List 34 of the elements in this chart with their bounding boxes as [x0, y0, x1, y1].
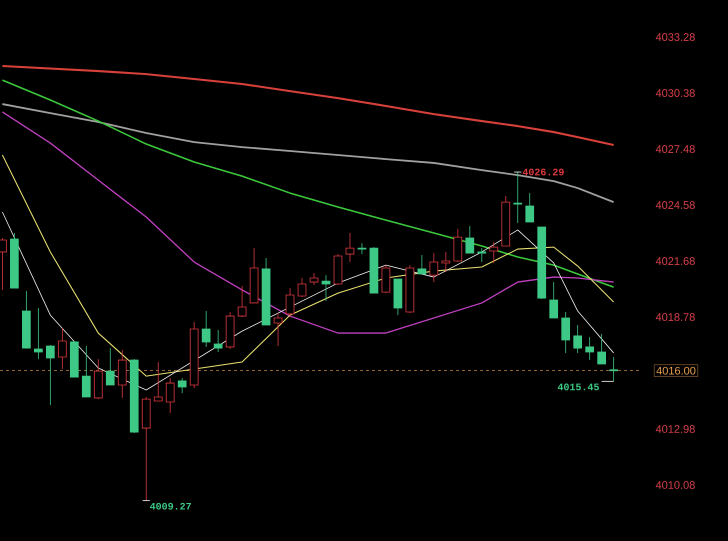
candlestick: [358, 242, 366, 254]
candlestick: [513, 172, 522, 224]
candlestick: [202, 310, 210, 348]
candlestick: [430, 252, 438, 282]
annotation: 4009.27: [150, 502, 191, 510]
y-tick-label: 4012.98: [656, 425, 695, 433]
y-tick-label: 4010.08: [656, 481, 695, 489]
candlestick: [118, 350, 127, 398]
candlestick: [382, 264, 390, 294]
candlestick: [298, 278, 306, 298]
candlestick: [441, 252, 450, 272]
line-series: [2, 79, 614, 288]
candlestick: [58, 328, 67, 370]
candlestick: [310, 272, 318, 286]
annotation: 4015.45: [558, 384, 599, 390]
candlestick: [346, 232, 354, 262]
candlestick: [274, 312, 282, 346]
y-tick-label: 4030.38: [656, 89, 695, 97]
line-series: [2, 154, 614, 377]
y-tick-label: 4033.28: [656, 33, 695, 41]
candlestick: [226, 312, 234, 350]
y-tick-label: 4018.78: [656, 313, 695, 321]
y-tick-label: 4021.68: [656, 257, 695, 265]
candlestick: [286, 288, 294, 318]
candlestick: [238, 286, 246, 318]
y-tick-label: 4027.48: [656, 145, 695, 153]
candlestick: [406, 264, 414, 314]
annotation: 4026.29: [522, 168, 564, 176]
candlestick: [214, 330, 222, 352]
ref-line-label: 4016.00: [656, 366, 696, 375]
candlestick: [334, 254, 342, 286]
candlestick: [34, 308, 43, 360]
y-tick-label: 4024.58: [656, 201, 695, 209]
candlestick: [322, 274, 330, 302]
